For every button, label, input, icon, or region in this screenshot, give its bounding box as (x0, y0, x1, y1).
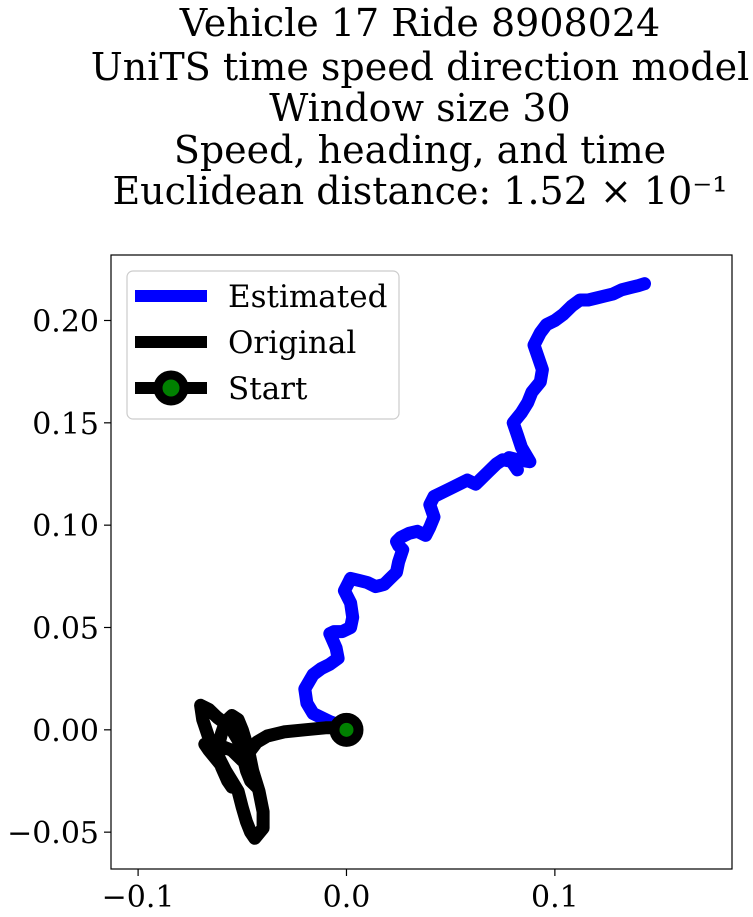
legend-label-original: Original (228, 325, 356, 361)
title-line-5: Euclidean distance: 1.52 × 10⁻¹ (112, 169, 727, 213)
series-line-estimated (298, 277, 651, 735)
plot-area-frame (110, 254, 733, 870)
series-line-original (194, 698, 353, 845)
series-layer (194, 277, 651, 845)
x-axis: −0.1 0.0 0.1 (102, 869, 579, 915)
x-tick-label: 0.1 (531, 880, 579, 915)
y-tick-label: 0.00 (32, 714, 99, 749)
legend-label-estimated: Estimated (228, 279, 387, 315)
start-point-marker (329, 712, 364, 747)
legend-label-start: Start (228, 371, 308, 407)
title-line-2: UniTS time speed direction model (91, 45, 750, 89)
x-tick-label: 0.0 (323, 880, 371, 915)
y-tick-label: 0.10 (32, 509, 99, 544)
title-line-4: Speed, heading, and time (174, 128, 666, 172)
title-line-1: Vehicle 17 Ride 8908024 (179, 1, 660, 45)
y-tick-label: −0.05 (7, 816, 99, 851)
y-tick-label: 0.15 (32, 407, 99, 442)
x-tick-label: −0.1 (102, 880, 175, 915)
title-line-3: Window size 30 (269, 86, 570, 130)
chart-title: Vehicle 17 Ride 8908024 UniTS time speed… (91, 1, 750, 213)
y-axis: −0.05 0.00 0.05 0.10 0.15 0.20 (7, 304, 111, 851)
y-tick-label: 0.20 (32, 304, 99, 339)
legend: Estimated Original Start (126, 270, 400, 420)
y-tick-label: 0.05 (32, 611, 99, 646)
start-marker-layer (329, 712, 364, 747)
legend-swatch-start-marker (153, 370, 189, 406)
